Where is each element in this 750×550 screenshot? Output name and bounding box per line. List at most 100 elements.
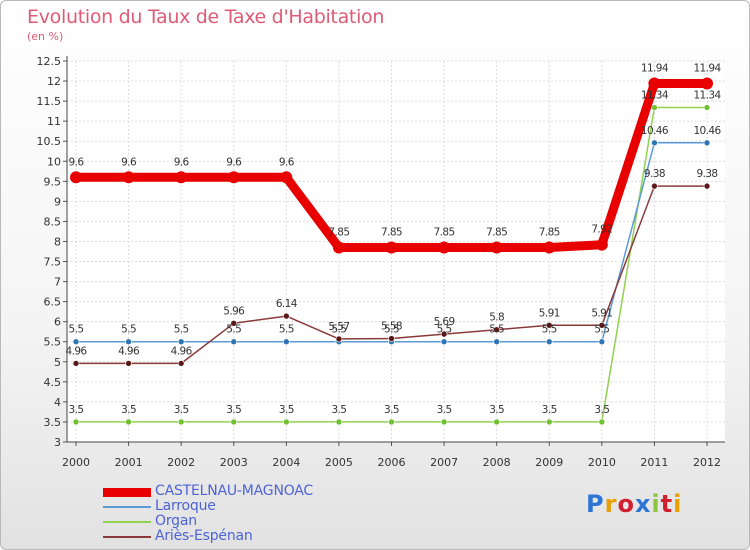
data-point [332,241,345,254]
logo-letter: t [660,490,674,518]
data-point [230,319,238,327]
data-point [177,338,185,346]
y-tick-label: 10 [47,155,61,168]
data-label: 3.5 [331,404,346,416]
y-tick-label: 9 [54,195,61,208]
data-label: 3.5 [279,404,294,416]
logo-letter: r [604,490,618,518]
data-label: 7.85 [328,226,349,238]
data-point [651,139,658,147]
data-point [283,312,290,320]
y-tick-label: 11.5 [37,95,62,108]
legend-swatch [103,506,151,508]
logo-letter: i [651,490,661,518]
y-tick-label: 8.5 [44,215,62,228]
data-label: 9.6 [121,156,137,168]
data-label: 9.6 [69,156,85,168]
data-point [283,338,290,346]
data-label: 11.94 [641,62,669,74]
data-point [543,241,556,254]
data-point [598,338,606,346]
data-label: 5.69 [434,316,455,328]
data-label: 7.85 [434,226,455,238]
data-label: 3.5 [121,404,136,416]
logo-letter: o [617,490,635,518]
data-point [438,241,451,254]
data-point [177,360,185,367]
data-label: 7.85 [381,226,402,238]
data-point [651,104,658,111]
proxiti-logo: Proxiti [586,490,682,518]
chart-title: Evolution du Taux de Taxe d'Habitation [27,6,385,28]
y-tick-label: 3 [54,436,61,449]
x-tick-label: 2000 [62,456,90,469]
data-point [283,418,290,426]
data-point [230,338,238,346]
data-label: 7.85 [539,226,560,238]
data-label: 3.5 [69,404,84,416]
data-label: 9.6 [226,156,242,168]
data-label: 5.5 [121,324,136,336]
data-point [648,77,661,90]
x-tick-label: 2008 [483,456,511,469]
legend-label: Organ [155,513,197,529]
data-point [72,360,80,367]
x-tick-label: 2001 [115,456,143,469]
data-label: 10.46 [693,125,721,137]
data-point [177,418,185,426]
data-label: 3.5 [437,404,452,416]
y-tick-label: 6.5 [44,296,62,309]
data-label: 5.5 [174,324,189,336]
chart-unit-label: (en %) [27,30,64,43]
data-label: 11.34 [641,90,669,102]
legend-swatch [103,488,151,497]
data-label: 3.5 [594,404,609,416]
y-tick-label: 5.5 [44,336,62,349]
data-label: 5.58 [381,321,402,333]
data-point [335,418,343,426]
data-label: 5.5 [594,324,609,336]
data-label: 5.5 [69,324,84,336]
data-label: 4.96 [118,345,140,357]
data-point [388,418,395,426]
data-point [440,418,448,426]
y-tick-label: 10.5 [37,135,62,148]
data-label: 9.38 [697,168,718,180]
data-label: 5.91 [539,307,560,319]
data-point [598,321,606,329]
data-label: 3.5 [226,404,241,416]
data-point [493,338,500,346]
y-tick-label: 5 [54,356,61,369]
x-tick-label: 2007 [430,456,458,469]
data-point [230,418,238,426]
logo-letter: P [586,490,605,518]
data-label: 10.46 [641,125,669,137]
data-point [598,418,606,426]
data-point [703,182,711,190]
data-label: 3.5 [542,404,557,416]
data-label: 3.5 [384,404,399,416]
x-tick-label: 2002 [167,456,195,469]
data-label: 5.8 [489,312,504,324]
x-tick-label: 2011 [640,456,668,469]
data-point [125,418,132,426]
y-tick-label: 3.5 [44,416,62,429]
y-tick-label: 12.5 [37,55,62,68]
data-point [72,338,80,346]
data-label: 4.96 [171,345,193,357]
data-point [490,241,503,254]
data-label: 3.5 [174,404,189,416]
data-label: 9.6 [174,156,190,168]
data-label: 7.85 [486,226,507,238]
x-tick-label: 2003 [220,456,248,469]
legend-swatch [103,521,151,523]
x-tick-label: 2006 [378,456,406,469]
data-label: 4.96 [66,345,88,357]
data-point [280,171,293,184]
y-tick-label: 7 [54,276,61,289]
legend-label: Larroque [155,498,216,514]
data-point [122,171,135,184]
y-tick-label: 6 [54,316,61,329]
data-label: 3.5 [489,404,504,416]
